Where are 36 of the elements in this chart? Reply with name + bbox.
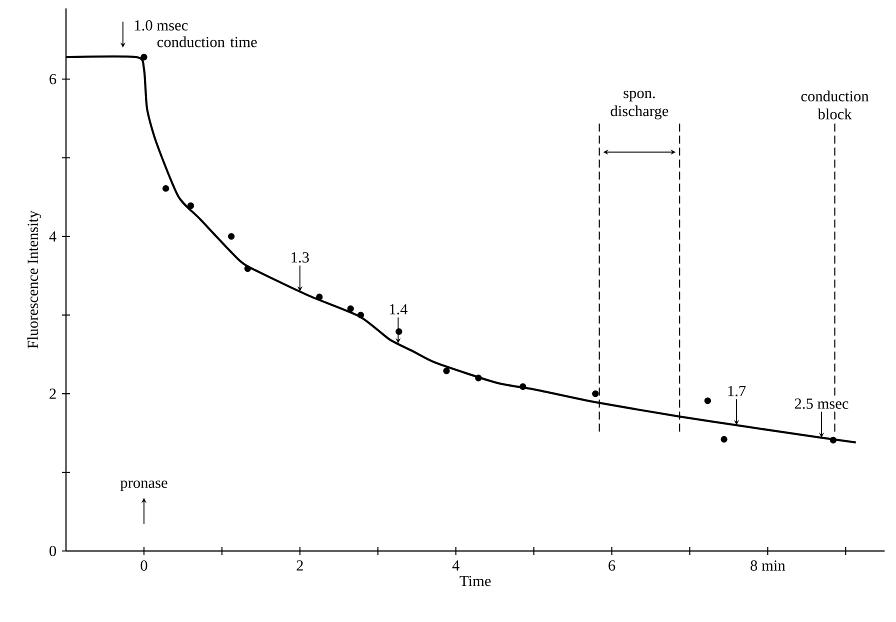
point (316, 294, 323, 300)
x-tick-label: 6 (608, 560, 616, 571)
point (228, 233, 235, 240)
x-axis-title: Time (460, 576, 491, 586)
ref-line-label: conduction block (801, 90, 869, 120)
point (357, 312, 364, 318)
point (830, 436, 837, 444)
point (396, 328, 402, 335)
ref-line-label: spon. discharge (610, 90, 668, 120)
y-tick-label: 6 (50, 74, 56, 84)
y-tick-label: 0 (50, 546, 56, 556)
point (443, 368, 450, 374)
point (720, 436, 728, 443)
x-tick-label: 8 min (750, 560, 786, 571)
point (475, 374, 482, 382)
annotation: pronase (120, 480, 168, 492)
annotation: 1.3 (292, 252, 309, 263)
x-tick-label: 0 (140, 560, 148, 571)
annotation: 1.4 (390, 304, 408, 314)
point (704, 397, 712, 404)
point (162, 185, 170, 192)
annotation: conduction time (157, 36, 257, 48)
y-axis-title: Fluorescence Intensity (27, 210, 42, 348)
y-tick-label: 2 (50, 388, 56, 399)
x-tick-label: 2 (296, 560, 303, 571)
annotation: 2.5 msec (794, 398, 848, 409)
point (140, 54, 148, 60)
annotation: 1.0 msec (134, 20, 188, 31)
point (592, 390, 599, 398)
point (347, 305, 354, 312)
annotation: 1.7 (728, 386, 746, 396)
point (187, 202, 194, 210)
point (244, 265, 252, 272)
y-tick-label: 4 (49, 231, 56, 242)
point (520, 383, 526, 390)
x-tick-label: 4 (452, 560, 460, 570)
